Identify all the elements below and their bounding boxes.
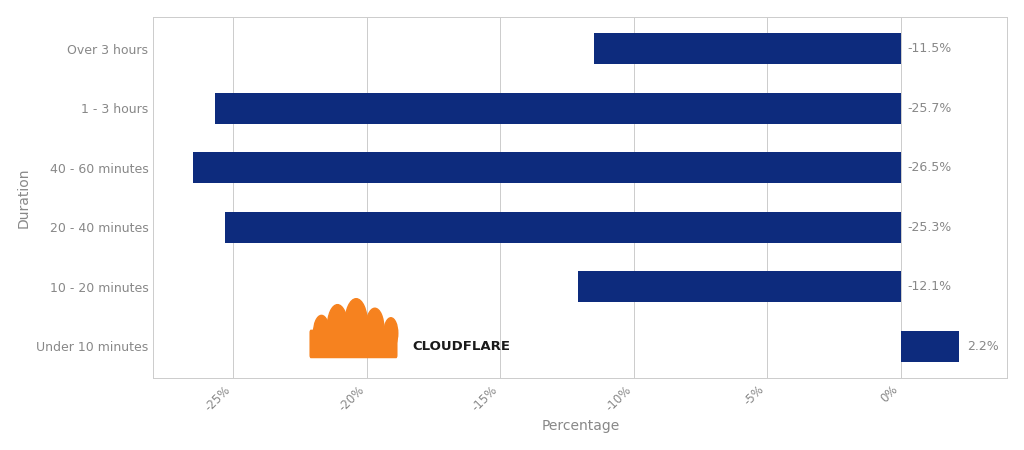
Bar — [215, 93, 900, 124]
Circle shape — [384, 318, 397, 349]
Bar — [225, 212, 900, 243]
Bar — [900, 331, 959, 362]
Circle shape — [328, 305, 347, 350]
Text: -11.5%: -11.5% — [907, 42, 951, 55]
Y-axis label: Duration: Duration — [16, 167, 31, 228]
Circle shape — [366, 308, 384, 349]
Circle shape — [313, 315, 330, 351]
Text: 2.2%: 2.2% — [968, 340, 999, 353]
FancyBboxPatch shape — [309, 330, 397, 358]
Text: CLOUDFLARE: CLOUDFLARE — [413, 340, 510, 353]
Bar — [194, 152, 900, 183]
Bar — [594, 33, 900, 64]
Text: -25.7%: -25.7% — [907, 102, 951, 115]
Text: -25.3%: -25.3% — [907, 221, 951, 234]
Text: -26.5%: -26.5% — [907, 161, 951, 174]
Circle shape — [345, 299, 368, 349]
Bar — [578, 271, 900, 302]
X-axis label: Percentage: Percentage — [542, 419, 620, 433]
Text: -12.1%: -12.1% — [907, 280, 951, 293]
